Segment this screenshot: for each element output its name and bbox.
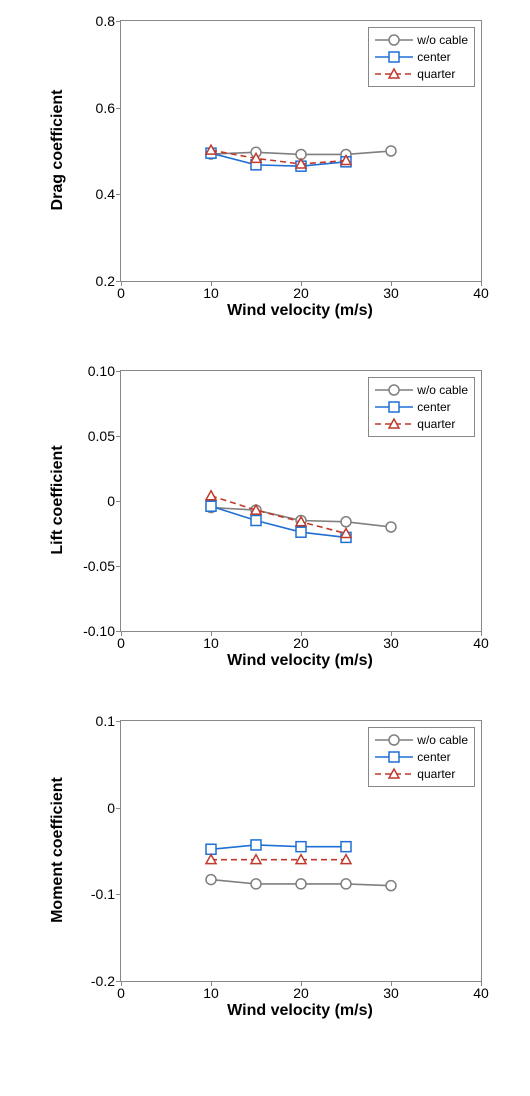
chart-1: -0.10-0.0500.050.10010203040 w/o cable c…: [40, 370, 490, 680]
legend-swatch: [375, 50, 413, 64]
plot-area: -0.10-0.0500.050.10010203040 w/o cable c…: [120, 370, 482, 632]
legend-item-center: center: [375, 49, 468, 66]
xtick-label: 30: [383, 631, 399, 651]
legend-swatch: [375, 383, 413, 397]
legend-item-wo: w/o cable: [375, 732, 468, 749]
ytick-label: -0.05: [83, 558, 121, 574]
ytick-label: 0.05: [88, 428, 121, 444]
chart-2: -0.2-0.100.1010203040 w/o cable center q…: [40, 720, 490, 1030]
xtick-label: 0: [117, 281, 125, 301]
y-axis-label: Lift coefficient: [49, 445, 67, 554]
legend: w/o cable center quarter: [368, 377, 475, 437]
chart-0: 0.20.40.60.8010203040 w/o cable center q…: [40, 20, 490, 330]
xtick-label: 20: [293, 981, 309, 1001]
xtick-label: 30: [383, 281, 399, 301]
xtick-label: 40: [473, 631, 489, 651]
xtick-label: 30: [383, 981, 399, 1001]
legend-swatch: [375, 417, 413, 431]
legend-label: w/o cable: [417, 732, 468, 749]
xtick-label: 0: [117, 631, 125, 651]
ytick-label: 0.6: [96, 100, 121, 116]
ytick-label: 0.10: [88, 363, 121, 379]
plot-area: 0.20.40.60.8010203040 w/o cable center q…: [120, 20, 482, 282]
legend-label: w/o cable: [417, 32, 468, 49]
x-axis-label: Wind velocity (m/s): [227, 652, 373, 680]
legend-swatch: [375, 733, 413, 747]
legend-label: quarter: [417, 416, 455, 433]
legend-item-wo: w/o cable: [375, 382, 468, 399]
legend-item-quarter: quarter: [375, 766, 468, 783]
ytick-label: -0.10: [83, 623, 121, 639]
xtick-label: 10: [203, 281, 219, 301]
xtick-label: 0: [117, 981, 125, 1001]
legend-item-center: center: [375, 749, 468, 766]
xtick-label: 10: [203, 981, 219, 1001]
legend-item-wo: w/o cable: [375, 32, 468, 49]
legend-label: w/o cable: [417, 382, 468, 399]
ytick-label: -0.1: [91, 886, 121, 902]
ytick-label: 0.8: [96, 13, 121, 29]
legend-label: quarter: [417, 66, 455, 83]
legend: w/o cable center quarter: [368, 727, 475, 787]
legend-swatch: [375, 400, 413, 414]
x-axis-label: Wind velocity (m/s): [227, 1002, 373, 1030]
legend-label: center: [417, 399, 450, 416]
legend-label: center: [417, 49, 450, 66]
xtick-label: 40: [473, 281, 489, 301]
legend-item-quarter: quarter: [375, 66, 468, 83]
ytick-label: 0: [107, 493, 121, 509]
xtick-label: 20: [293, 281, 309, 301]
legend-item-quarter: quarter: [375, 416, 468, 433]
ytick-label: 0: [107, 800, 121, 816]
y-axis-label: Moment coefficient: [49, 777, 67, 923]
x-axis-label: Wind velocity (m/s): [227, 302, 373, 330]
legend-swatch: [375, 67, 413, 81]
legend-swatch: [375, 33, 413, 47]
legend-swatch: [375, 767, 413, 781]
xtick-label: 40: [473, 981, 489, 1001]
legend: w/o cable center quarter: [368, 27, 475, 87]
y-axis-label: Drag coefficient: [49, 90, 67, 211]
legend-swatch: [375, 750, 413, 764]
legend-item-center: center: [375, 399, 468, 416]
plot-area: -0.2-0.100.1010203040 w/o cable center q…: [120, 720, 482, 982]
legend-label: quarter: [417, 766, 455, 783]
ytick-label: 0.1: [96, 713, 121, 729]
xtick-label: 20: [293, 631, 309, 651]
xtick-label: 10: [203, 631, 219, 651]
ytick-label: 0.4: [96, 186, 121, 202]
legend-label: center: [417, 749, 450, 766]
